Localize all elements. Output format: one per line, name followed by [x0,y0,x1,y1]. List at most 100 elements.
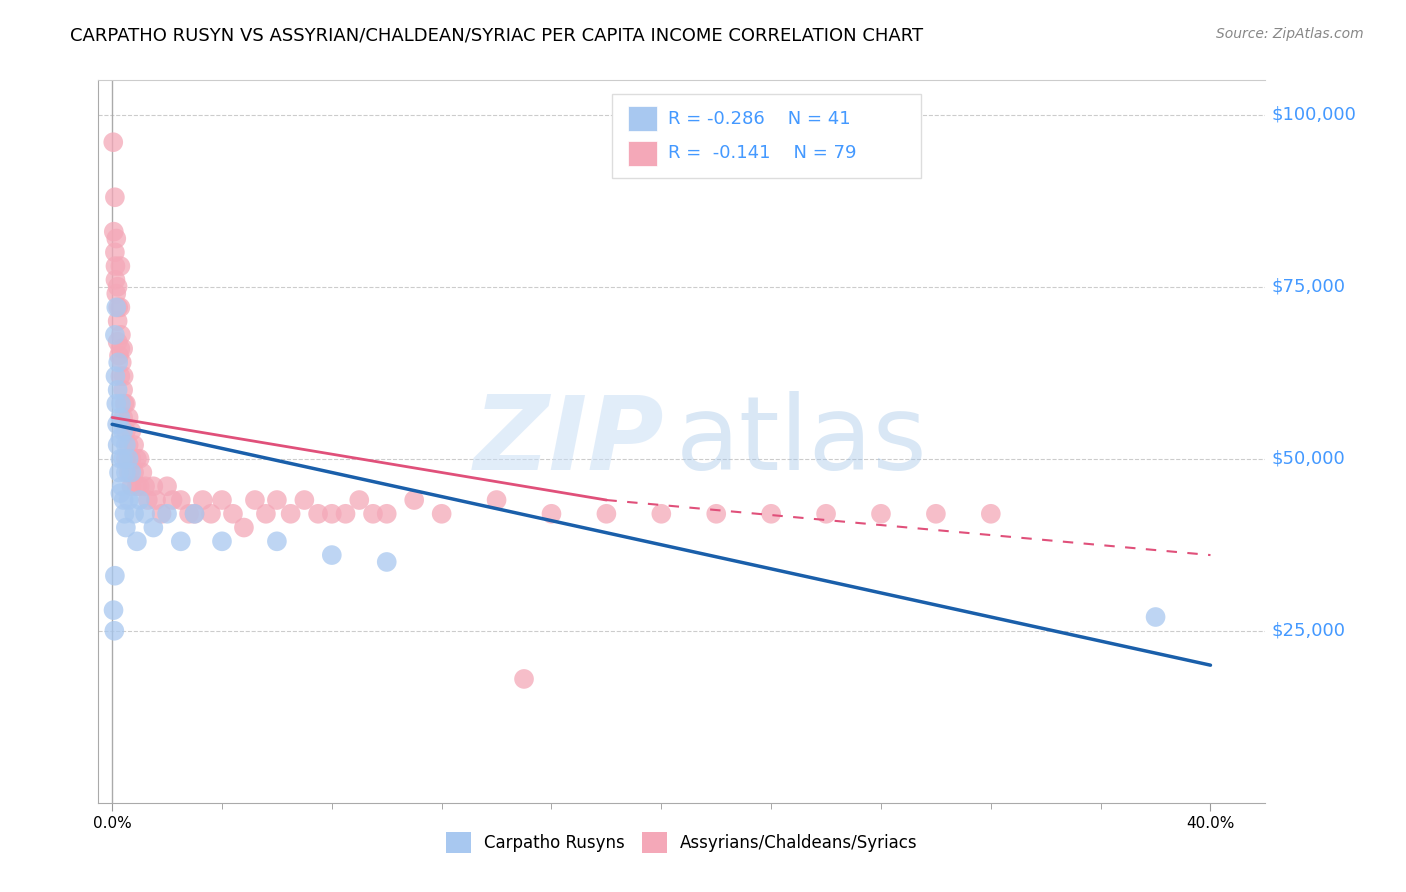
Point [266,493,288,508]
Point [114,397,136,411]
Point [111,355,134,369]
Point [104,273,127,287]
Point [120,479,142,493]
Point [115,451,138,466]
Point [114,507,136,521]
Point [650,507,672,521]
Point [430,507,453,521]
Point [122,466,145,480]
Point [110,301,132,315]
Point [111,479,134,493]
Text: $100,000: $100,000 [1271,105,1357,124]
Point [108,349,131,363]
Text: R = -0.286    N = 41: R = -0.286 N = 41 [668,110,851,128]
Point [191,493,214,508]
Point [120,424,142,438]
Point [115,438,138,452]
Point [335,507,357,521]
Point [103,225,125,239]
Text: $75,000: $75,000 [1271,277,1346,296]
Point [540,507,562,521]
Point [128,493,150,508]
Point [292,493,315,508]
Point [815,507,838,521]
Point [112,410,135,425]
Point [145,493,167,508]
Point [112,369,135,384]
Point [125,534,148,549]
Legend: Carpatho Rusyns, Assyrians/Chaldeans/Syriacs: Carpatho Rusyns, Assyrians/Chaldeans/Syr… [440,826,924,860]
Point [156,507,179,521]
Point [122,438,145,452]
Point [142,520,165,534]
Text: CARPATHO RUSYN VS ASSYRIAN/CHALDEAN/SYRIAC PER CAPITA INCOME CORRELATION CHART: CARPATHO RUSYN VS ASSYRIAN/CHALDEAN/SYRI… [70,27,924,45]
Point [243,493,266,508]
Point [211,493,233,508]
Point [110,397,132,411]
Point [170,493,193,508]
Point [321,507,343,521]
Point [925,507,948,521]
Point [321,548,343,562]
Point [125,479,148,493]
Point [104,259,127,273]
Point [183,507,205,521]
Point [115,397,138,411]
Point [211,534,233,549]
Point [112,383,135,397]
Point [704,507,727,521]
Point [120,451,142,466]
Point [104,327,127,342]
Point [117,466,139,480]
Point [150,507,173,521]
Point [103,624,125,638]
Point [104,190,127,204]
Point [307,507,329,521]
Point [759,507,782,521]
Point [110,410,132,425]
Point [361,507,384,521]
Point [1144,610,1167,624]
Point [107,279,129,293]
Point [107,334,129,349]
Point [110,431,132,445]
Point [122,507,145,521]
Point [183,507,205,521]
Point [485,493,508,508]
Point [105,397,128,411]
Text: R =  -0.141    N = 79: R = -0.141 N = 79 [668,145,856,162]
Point [222,507,245,521]
Point [254,507,277,521]
Point [110,451,132,466]
Point [349,493,371,508]
Point [103,603,125,617]
Point [107,383,129,397]
Point [104,369,127,384]
Point [107,314,129,328]
Point [170,534,193,549]
Point [107,355,129,369]
Point [112,424,135,438]
Text: atlas: atlas [676,391,928,492]
Point [280,507,302,521]
Point [142,479,165,493]
Point [177,507,200,521]
Point [266,534,288,549]
Point [128,479,150,493]
Point [107,301,129,315]
Point [404,493,426,508]
Point [108,466,131,480]
Point [595,507,617,521]
Point [115,466,138,480]
Point [980,507,1002,521]
Point [870,507,893,521]
Point [128,451,150,466]
Point [513,672,536,686]
Point [120,466,142,480]
Point [131,466,153,480]
Text: ZIP: ZIP [474,391,665,492]
Point [103,135,125,149]
Point [112,342,135,356]
Point [136,493,159,508]
Point [112,493,135,508]
